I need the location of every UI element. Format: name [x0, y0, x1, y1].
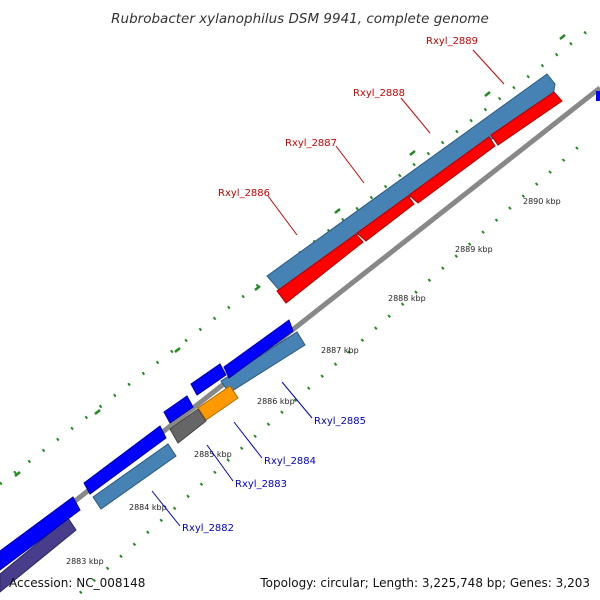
gene-rxyl-2889[interactable] [490, 91, 563, 146]
gene-label-rxyl-2888[interactable]: Rxyl_2888 [353, 88, 405, 99]
gene-offscreen-right[interactable] [596, 91, 600, 101]
kbp-tick-labels: 2883 kbp 2884 kbp 2885 kbp 2886 kbp 2887… [66, 197, 561, 566]
gene-label-rxyl-2885[interactable]: Rxyl_2885 [314, 416, 366, 427]
label-leader-lines [151, 49, 505, 527]
outer-guide-major-ticks [14, 34, 566, 477]
gene-label-rxyl-2884[interactable]: Rxyl_2884 [264, 456, 316, 467]
tick-label: 2883 kbp [66, 557, 104, 566]
gene-rxyl-2888[interactable] [408, 136, 496, 204]
gene-rxyl-2882-purple[interactable] [0, 517, 77, 593]
genome-summary-text: Topology: circular; Length: 3,225,748 bp… [259, 576, 590, 590]
gene-rxyl-2883-reverse[interactable] [163, 395, 194, 424]
map-title: Rubrobacter xylanophilus DSM 9941, compl… [111, 11, 489, 27]
gene-rxyl-2887[interactable] [356, 195, 415, 242]
tick-label: 2888 kbp [388, 294, 426, 303]
accession-text: Accession: NC_008148 [9, 576, 145, 590]
gene-label-rxyl-2889[interactable]: Rxyl_2889 [426, 36, 478, 47]
tick-label: 2887 kbp [321, 346, 359, 355]
gene-rxyl-2885-reverse[interactable] [223, 319, 294, 379]
feature-rxyl-2883-gray[interactable] [169, 408, 207, 444]
gene-label-rxyl-2882[interactable]: Rxyl_2882 [182, 523, 234, 534]
tick-label: 2885 kbp [194, 450, 232, 459]
gene-label-rxyl-2883[interactable]: Rxyl_2883 [235, 479, 287, 490]
gene-rxyl-2886-2889-forward[interactable] [266, 73, 556, 291]
gene-label-rxyl-2886[interactable]: Rxyl_2886 [218, 188, 270, 199]
gene-rxyl-2884-reverse[interactable] [190, 363, 227, 396]
tick-label: 2884 kbp [129, 503, 167, 512]
inner-guide-ring [78, 138, 588, 595]
gene-rxyl-2883-forward[interactable] [92, 443, 177, 510]
gene-rxyl-2881-reverse[interactable] [0, 496, 81, 571]
tick-label: 2889 kbp [455, 245, 493, 254]
tick-label: 2886 kbp [257, 397, 295, 406]
gene-label-rxyl-2887[interactable]: Rxyl_2887 [285, 138, 337, 149]
gene-rxyl-2882-reverse[interactable] [83, 425, 167, 495]
gene-rxyl-2886[interactable] [276, 233, 364, 304]
feature-rxyl-2884-orange[interactable] [197, 385, 239, 421]
gene-labels: Rxyl_2889 Rxyl_2888 Rxyl_2887 Rxyl_2886 … [182, 36, 478, 534]
tick-label: 2890 kbp [523, 197, 561, 206]
